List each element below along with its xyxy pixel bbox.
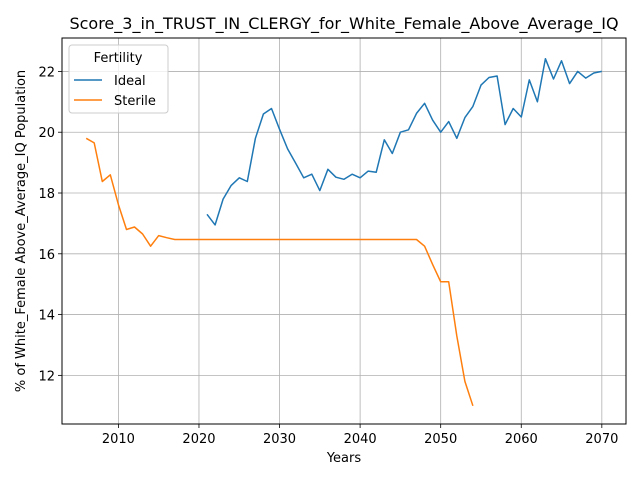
- x-tick-label: 2020: [182, 432, 215, 447]
- y-tick-label: 12: [38, 369, 55, 384]
- legend-label-sterile: Sterile: [114, 94, 156, 109]
- legend-label-ideal: Ideal: [114, 74, 146, 89]
- x-tick-label: 2010: [102, 432, 135, 447]
- x-axis-ticks: 2010 2020 2030 2040 2050 2060 2070: [102, 424, 619, 447]
- y-tick-label: 18: [38, 187, 55, 202]
- legend-title: Fertility: [94, 51, 143, 66]
- x-tick-label: 2050: [424, 432, 457, 447]
- x-tick-label: 2070: [585, 432, 618, 447]
- x-tick-label: 2060: [505, 432, 538, 447]
- y-tick-label: 14: [38, 309, 55, 324]
- x-tick-label: 2040: [344, 432, 377, 447]
- chart-title: Score_3_in_TRUST_IN_CLERGY_for_White_Fem…: [69, 14, 618, 34]
- y-axis-ticks: 12 14 16 18 20 22: [38, 65, 62, 384]
- y-tick-label: 20: [38, 126, 55, 141]
- series-line-ideal: [207, 59, 602, 225]
- y-tick-label: 16: [38, 248, 55, 263]
- y-axis-label: % of White_Female Above_Average_IQ Popul…: [14, 70, 29, 392]
- legend: Fertility Ideal Sterile: [69, 45, 168, 113]
- y-tick-label: 22: [38, 65, 55, 80]
- x-tick-label: 2030: [263, 432, 296, 447]
- x-axis-label: Years: [326, 451, 362, 466]
